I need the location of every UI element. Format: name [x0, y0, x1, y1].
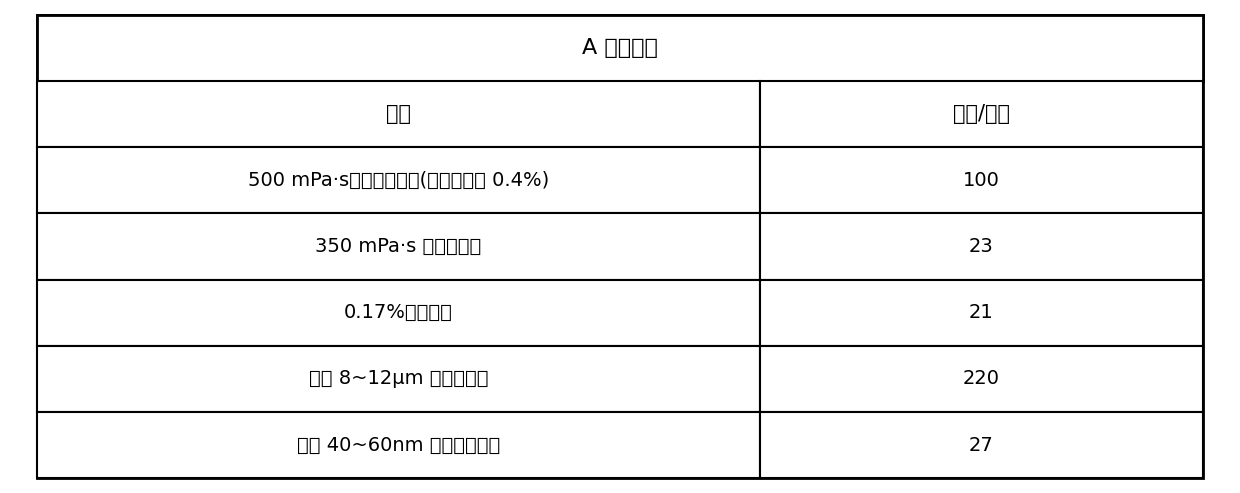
Text: 350 mPa·s 二甲基硅油: 350 mPa·s 二甲基硅油 — [315, 237, 481, 256]
Bar — [37, 81, 760, 147]
Bar — [37, 346, 760, 412]
Bar — [760, 81, 1203, 147]
Bar — [37, 147, 760, 213]
Bar — [760, 213, 1203, 280]
Bar — [760, 280, 1203, 346]
Text: 21: 21 — [968, 303, 993, 322]
Bar — [760, 147, 1203, 213]
Bar — [37, 213, 760, 280]
Text: 组分: 组分 — [386, 104, 410, 124]
Text: 粒径 40~60nm 的纳米碳酸钙: 粒径 40~60nm 的纳米碳酸钙 — [296, 436, 500, 455]
Bar — [37, 15, 1203, 81]
Text: 用量/份数: 用量/份数 — [952, 104, 1009, 124]
Text: 220: 220 — [962, 369, 999, 388]
Text: A 组分配方: A 组分配方 — [582, 38, 658, 58]
Text: 500 mPa·s端乙烯基硅油(乙烯基含量 0.4%): 500 mPa·s端乙烯基硅油(乙烯基含量 0.4%) — [248, 171, 549, 190]
Bar — [37, 412, 760, 478]
Bar — [37, 280, 760, 346]
Text: 粒径 8~12μm 的氢氧化铝: 粒径 8~12μm 的氢氧化铝 — [309, 369, 489, 388]
Text: 23: 23 — [968, 237, 993, 256]
Bar — [760, 346, 1203, 412]
Text: 27: 27 — [968, 436, 993, 455]
Text: 0.17%含氢硅油: 0.17%含氢硅油 — [343, 303, 453, 322]
Text: 100: 100 — [963, 171, 999, 190]
Bar — [760, 412, 1203, 478]
